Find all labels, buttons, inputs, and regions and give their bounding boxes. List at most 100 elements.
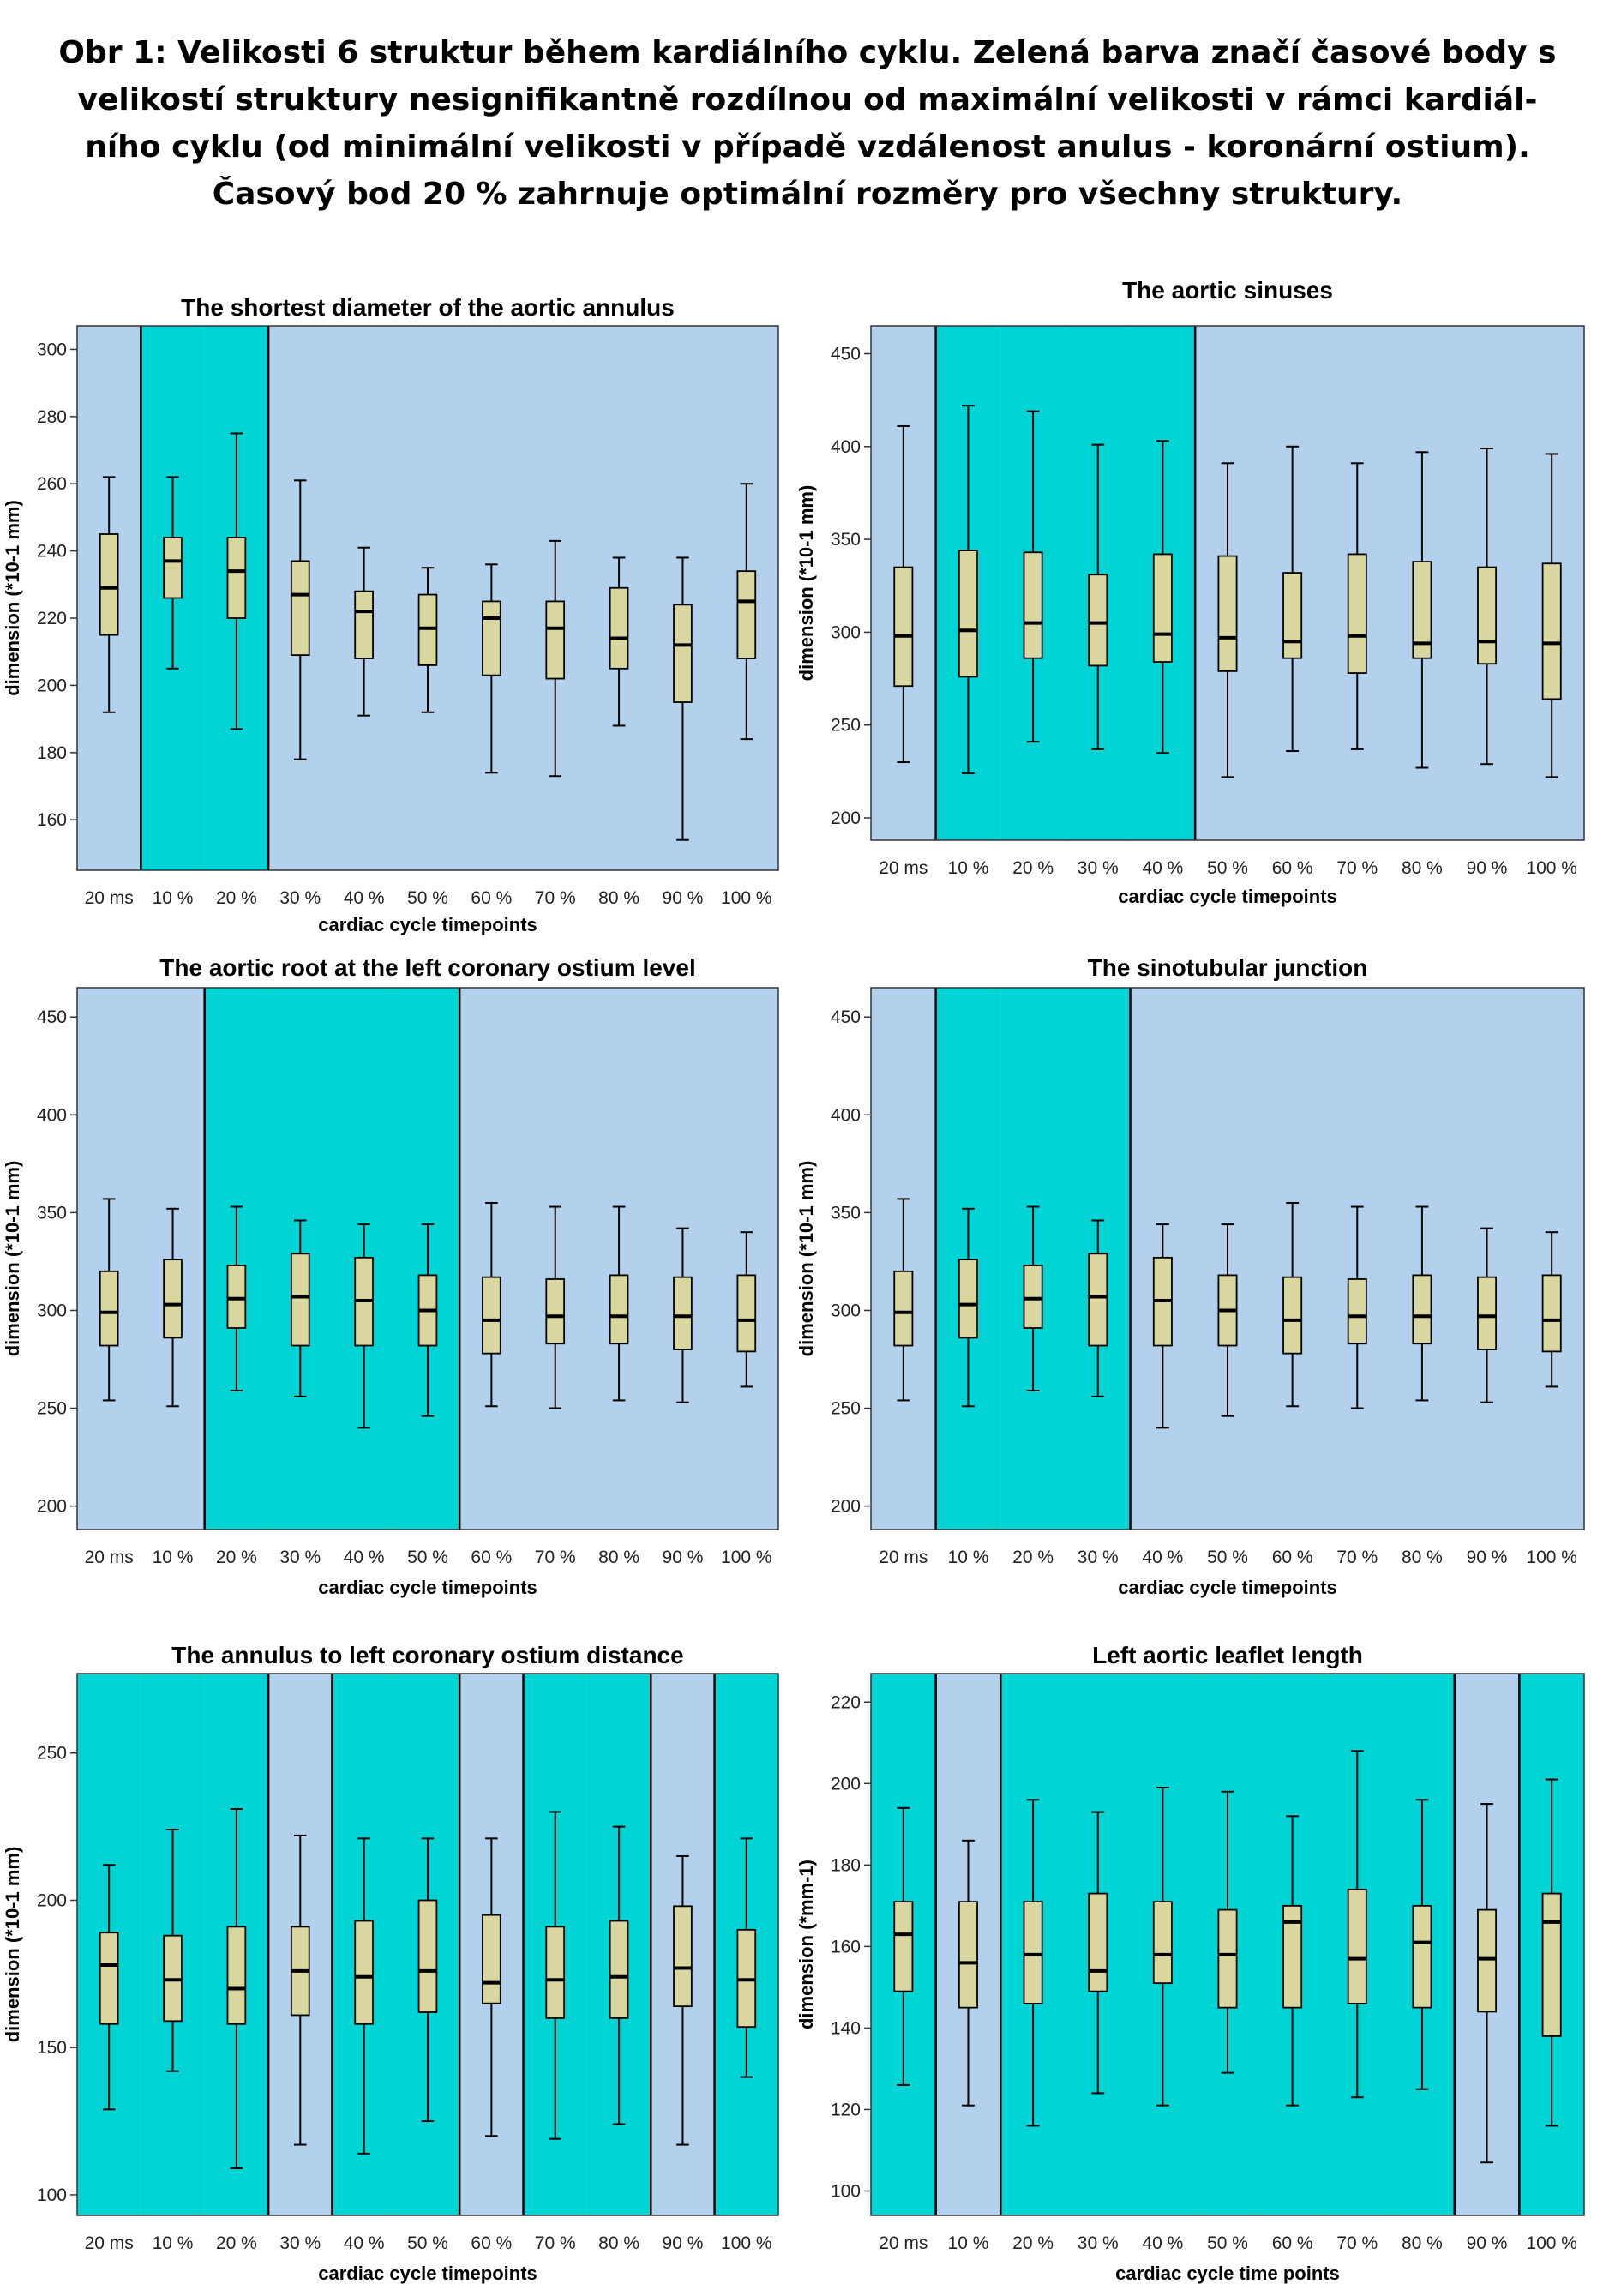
iqr-box (1412, 1274, 1432, 1345)
x-axis-label: cardiac cycle timepoints (1118, 1577, 1337, 1598)
x-tick-label: 30 % (1078, 858, 1119, 878)
box-10 (1477, 1227, 1498, 1403)
box-7 (1282, 445, 1303, 753)
chart-panel-4: 200 250 300 350 400 450 20 ms 10 % 20 % 30 % 40 % 5… (795, 954, 1585, 1598)
iqr-box (1023, 1901, 1043, 2004)
box-1 (893, 424, 914, 764)
x-tick-label: 40 % (344, 888, 385, 908)
caption-line-3: ního cyklu (od minimální velikosti v pří… (85, 129, 1530, 165)
x-tick-label: 40 % (344, 1548, 385, 1567)
x-tick-label: 90 % (663, 2233, 704, 2253)
y-tick-label: 120 (831, 2100, 861, 2119)
x-tick-label: 80 % (598, 2233, 639, 2253)
iqr-box (673, 604, 693, 703)
chart-title: The annulus to left coronary ostium dist… (171, 1642, 683, 1668)
box-1 (99, 1864, 119, 2111)
box-3 (1023, 1799, 1043, 2127)
x-tick-label: 20 ms (85, 2233, 134, 2253)
y-tick-label: 280 (37, 407, 67, 427)
x-tick-label: 70 % (1336, 858, 1378, 878)
plot-frame (870, 987, 1585, 1530)
y-tick-label: 160 (37, 810, 67, 830)
x-tick-label: 70 % (1336, 2233, 1378, 2253)
y-tick-label: 200 (37, 1497, 67, 1517)
x-tick-label: 80 % (1402, 858, 1443, 878)
iqr-box (99, 533, 119, 636)
x-tick-label: 70 % (535, 2233, 576, 2253)
iqr-box (163, 537, 183, 599)
box-7 (482, 1201, 501, 1408)
x-axis-label: cardiac cycle timepoints (318, 1577, 537, 1598)
x-tick-label: 10 % (948, 1548, 989, 1567)
y-tick-label: 100 (37, 2185, 67, 2205)
y-tick-label: 220 (37, 609, 67, 628)
iqr-box (893, 1270, 914, 1347)
y-tick-label: 300 (831, 622, 861, 642)
box-8 (545, 1811, 566, 2140)
box-4 (1088, 1811, 1108, 2095)
y-tick-label: 180 (37, 743, 67, 763)
x-tick-label: 40 % (344, 2233, 385, 2253)
iqr-box (1541, 1892, 1562, 2037)
x-tick-label: 60 % (471, 1548, 512, 1567)
iqr-box (545, 600, 566, 680)
x-tick-label: 50 % (1207, 858, 1248, 878)
plot-frame (76, 987, 779, 1530)
box-6 (417, 1837, 438, 2123)
y-tick-label: 350 (831, 530, 861, 550)
iqr-box (1152, 1901, 1173, 1985)
iqr-box (482, 1276, 501, 1355)
y-tick-label: 160 (831, 1937, 861, 1956)
y-tick-label: 180 (831, 1855, 861, 1875)
box-4 (1088, 1219, 1108, 1397)
box-10 (673, 1227, 693, 1403)
figure-caption: Obr 1: Velikosti 6 struktur během kardiá… (34, 29, 1581, 218)
box-5 (1152, 440, 1173, 754)
box-4 (290, 1834, 310, 2146)
x-axis-label: cardiac cycle time points (1115, 2263, 1340, 2284)
box-6 (417, 1223, 438, 1417)
iqr-box (417, 1899, 438, 2013)
box-9 (1412, 1205, 1432, 1402)
x-tick-label: 80 % (1402, 2233, 1443, 2253)
x-tick-label: 60 % (1272, 2233, 1313, 2253)
x-tick-label: 100 % (721, 2233, 772, 2253)
box-5 (354, 1837, 374, 2155)
box-7 (482, 563, 501, 774)
iqr-box (1541, 1274, 1562, 1353)
x-tick-label: 40 % (1142, 1548, 1183, 1567)
iqr-box (545, 1926, 566, 2019)
x-tick-label: 80 % (598, 888, 639, 908)
box-11 (1541, 453, 1562, 778)
x-tick-label: 80 % (598, 1548, 639, 1567)
iqr-box (736, 570, 757, 659)
box-6 (417, 567, 438, 713)
x-tick-label: 50 % (407, 888, 448, 908)
box-9 (1412, 1799, 1432, 2090)
y-tick-label: 400 (831, 1105, 861, 1125)
plot-frame (870, 325, 1585, 841)
x-tick-label: 90 % (663, 1548, 704, 1567)
box-9 (609, 1825, 629, 2125)
x-tick-label: 10 % (153, 888, 194, 908)
x-tick-label: 90 % (663, 888, 704, 908)
iqr-box (1347, 553, 1367, 674)
y-tick-label: 450 (37, 1007, 67, 1027)
x-tick-label: 60 % (471, 2233, 512, 2253)
y-tick-label: 250 (831, 716, 861, 736)
box-5 (1152, 1787, 1173, 2107)
x-axis-label: cardiac cycle timepoints (318, 2263, 537, 2284)
x-tick-label: 100 % (721, 1548, 772, 1567)
box-5 (354, 1223, 374, 1429)
iqr-box (609, 1920, 629, 2019)
x-tick-label: 20 % (1012, 1548, 1054, 1567)
box-8 (1347, 1205, 1367, 1409)
x-tick-label: 20 % (1012, 858, 1054, 878)
y-tick-label: 250 (37, 1399, 67, 1419)
box-2 (958, 405, 978, 775)
iqr-box (1282, 572, 1303, 659)
iqr-box (1541, 562, 1562, 700)
iqr-box (1282, 1276, 1303, 1355)
iqr-box (609, 1274, 629, 1345)
y-tick-label: 200 (37, 1890, 67, 1910)
